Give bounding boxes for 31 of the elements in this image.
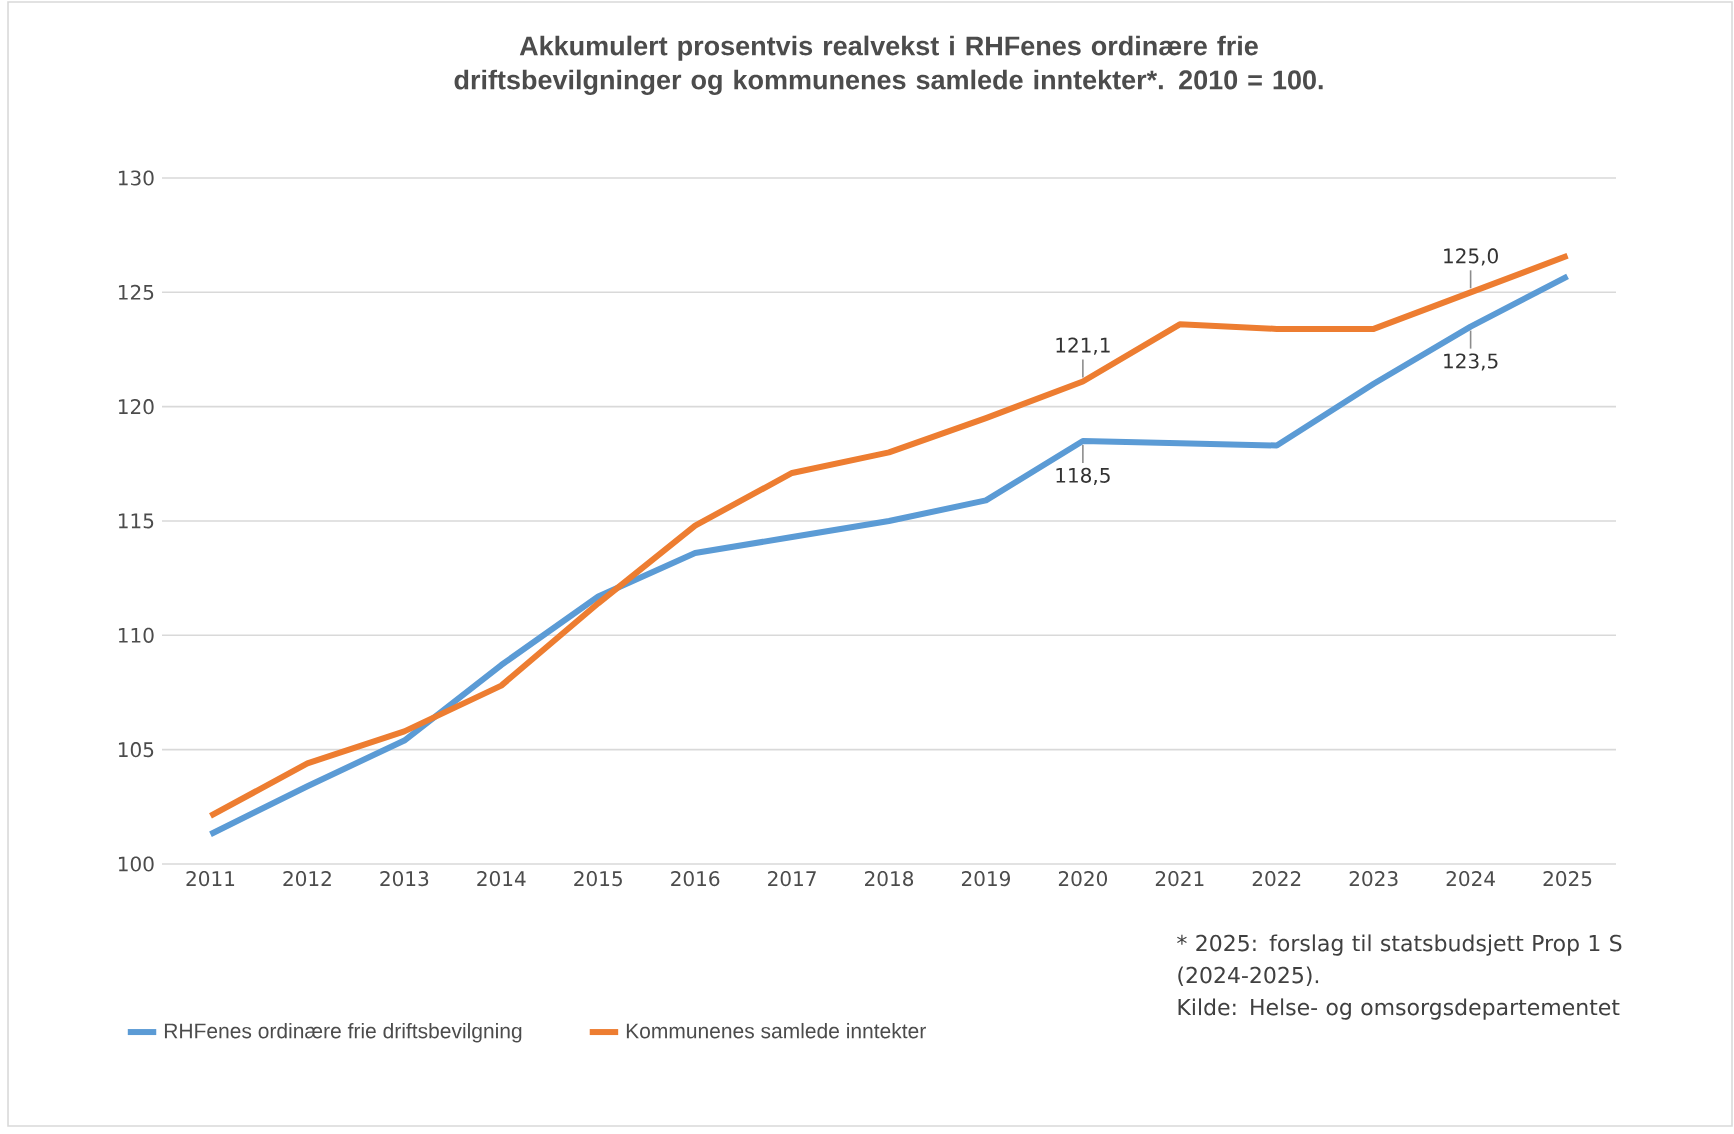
- text: Kilde: Helse- og omsorgsdepartementet: [1178, 998, 1620, 1020]
- x-tick-label: 2020: [1058, 871, 1107, 887]
- legend-label: Kommunenes samlede inntekter: [626, 1022, 926, 1039]
- y-tick-label: 120: [118, 399, 154, 415]
- x-tick-label: 2019: [961, 871, 1010, 887]
- y-tick-label: 100: [118, 856, 154, 872]
- y-tick-label: 125: [118, 284, 154, 300]
- annotation: 125,0: [1444, 248, 1498, 266]
- annotation: 118,5: [1056, 467, 1110, 485]
- x-tick-label: 2018: [865, 871, 914, 887]
- x-tick-label: 2024: [1446, 871, 1495, 887]
- y-tick-label: 105: [118, 742, 154, 758]
- x-tick-label: 2011: [186, 871, 235, 887]
- x-tick-label: 2017: [768, 871, 816, 887]
- annotation: 121,1: [1056, 337, 1110, 355]
- legend-label: RHFenes ordinære frie driftsbevilgning: [164, 1022, 522, 1043]
- x-tick-label: 2015: [574, 871, 622, 887]
- annotation: 123,5: [1444, 353, 1498, 371]
- y-tick-label: 130: [118, 170, 154, 186]
- y-tick-label: 115: [118, 513, 154, 529]
- x-tick-label: 2013: [380, 871, 429, 887]
- x-tick-label: 2016: [671, 871, 720, 887]
- x-tick-label: 2023: [1349, 871, 1398, 887]
- x-tick-label: 2012: [283, 871, 331, 887]
- x-tick-label: 2021: [1155, 871, 1204, 887]
- x-tick-label: 2022: [1252, 871, 1301, 887]
- x-tick-label: 2014: [477, 871, 526, 887]
- chart-title: Akkumulert prosentvis realvekst i RHFenes ordinære frie driftsbevilgninger og kommunenes samlede inntekter*. 2010 = 100.: [454, 35, 1323, 95]
- text: * 2025: forslag til statsbudsjett Prop 1 S (2024-2025).: [1177, 934, 1622, 986]
- x-tick-label: 2025: [1543, 871, 1592, 887]
- y-tick-label: 110: [118, 627, 154, 643]
